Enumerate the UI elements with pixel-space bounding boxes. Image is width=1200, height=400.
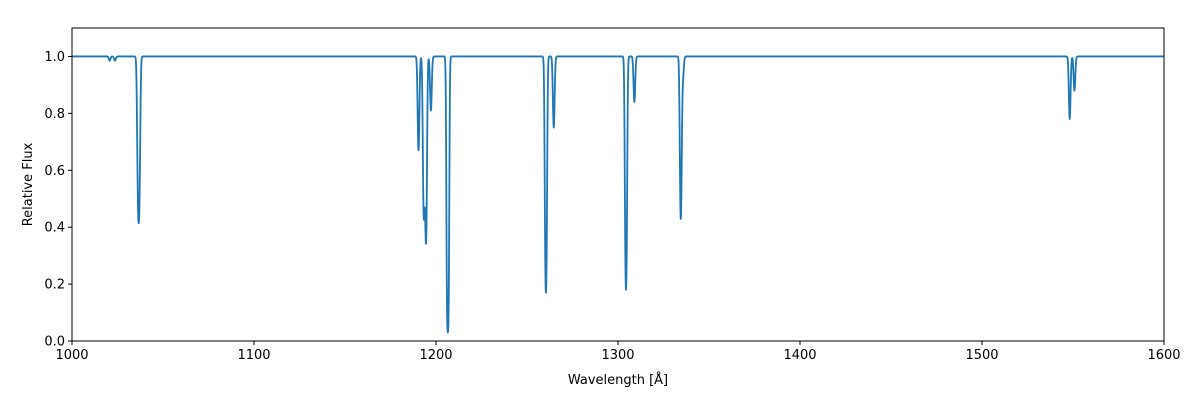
x-tick-label: 1600 — [1147, 348, 1180, 363]
y-axis-ticks: 0.0 0.2 0.4 0.6 0.8 1.0 — [44, 50, 72, 350]
x-tick-label: 1200 — [419, 348, 452, 363]
y-tick-label: 0.0 — [44, 335, 65, 350]
x-tick-label: 1300 — [601, 348, 634, 363]
y-axis-label: Relative Flux — [21, 142, 36, 226]
y-tick-label: 0.6 — [44, 164, 65, 179]
plot-background — [72, 28, 1164, 341]
y-tick-label: 0.2 — [44, 278, 65, 293]
y-tick-label: 0.4 — [44, 221, 65, 236]
x-axis-ticks: 1000 1100 1200 1300 1400 1500 1600 — [55, 341, 1181, 363]
x-axis-label: Wavelength [Å] — [568, 372, 668, 388]
flux-series-line — [71, 55, 1165, 334]
x-tick-label: 1100 — [237, 348, 270, 363]
x-tick-label: 1400 — [783, 348, 816, 363]
plot-frame — [71, 27, 1165, 342]
x-tick-label: 1000 — [55, 348, 88, 363]
y-tick-label: 1.0 — [44, 50, 65, 65]
y-tick-label: 0.8 — [44, 107, 65, 122]
x-tick-label: 1500 — [965, 348, 998, 363]
